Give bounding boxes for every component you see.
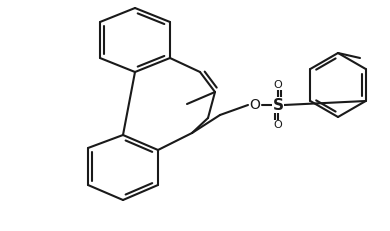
Text: O: O [250,98,261,112]
Text: S: S [273,97,284,112]
Text: O: O [274,80,282,90]
Text: O: O [274,120,282,130]
